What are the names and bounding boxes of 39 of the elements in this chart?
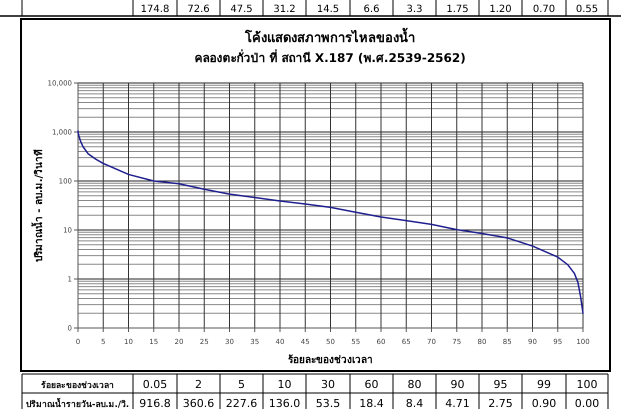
text: 95 [494,378,508,391]
text: 916.8 [139,397,171,409]
text: 8.4 [406,397,424,409]
text: 5 [238,378,245,391]
text: 2 [195,378,202,391]
text: 174.8 [140,4,170,15]
text: 0.05 [142,378,168,391]
text: 136.0 [268,397,300,409]
chart-subtitle: คลองตะกั่วป่า ที่ สถานี X.187 (พ.ศ.2539-2562) [194,49,466,65]
text: ร้อยละของช่วงเวลา [41,380,114,391]
text: 0.90 [532,397,556,409]
text: 1.75 [446,4,469,15]
text: 360.6 [182,397,214,409]
y-axis-title: ปริมาณน้ำ - ลบ.ม./วินาที [31,148,45,262]
text: 0.00 [574,397,600,409]
chart-title: โค้งแสดงสภาพการไหลของน้ำ [244,27,415,46]
text: 99 [537,378,551,391]
text: 6.6 [364,4,380,15]
text: 53.5 [316,397,340,409]
text: 72.6 [187,4,210,15]
text: 18.4 [359,397,384,409]
text: 4.71 [445,397,470,409]
text: 90 [450,378,464,391]
x-axis-title: ร้อยละของช่วงเวลา [288,354,373,366]
text: 47.5 [230,4,253,15]
text: 100 [576,378,598,391]
text: 0.70 [532,4,556,15]
text: 0.55 [576,4,598,15]
text: 80 [408,378,422,391]
text: 3.3 [406,4,422,15]
text: 2.75 [488,397,513,409]
text: 14.5 [316,4,340,15]
text: 60 [364,378,378,391]
text: 31.2 [273,4,296,15]
text: 30 [321,378,335,391]
text: ปริมาณน้ำรายวัน-ลบ.ม./วิ. [26,397,130,409]
text: 1.20 [489,4,512,15]
text: 227.6 [226,397,258,409]
text: 10 [278,378,292,391]
